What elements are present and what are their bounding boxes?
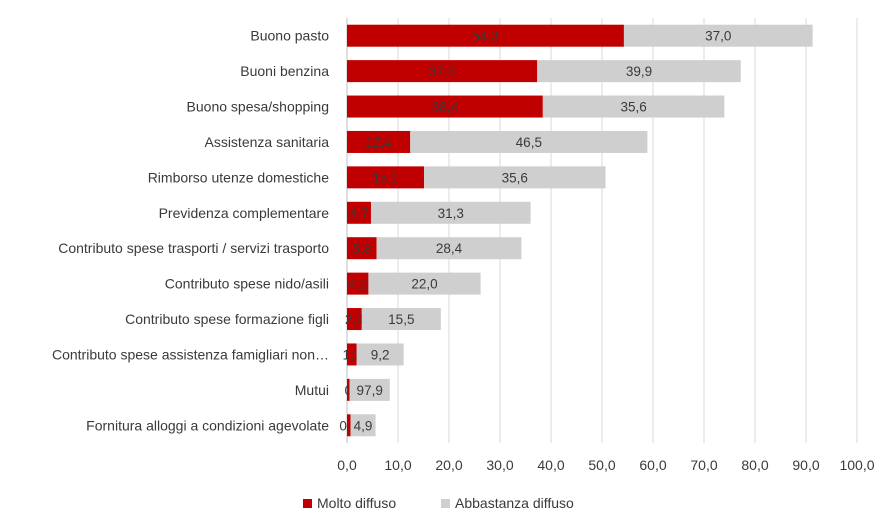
data-label: 35,6: [502, 170, 528, 185]
data-label: 28,4: [436, 241, 463, 256]
data-label: 15,1: [372, 170, 398, 185]
bar-molto-diffuso: [347, 378, 350, 401]
data-label: 37,3: [429, 64, 455, 79]
category-label: Rimborso utenze domestiche: [148, 169, 330, 185]
data-label: 46,5: [516, 135, 542, 150]
category-label: Assistenza sanitaria: [204, 134, 329, 150]
x-axis-ticks: 0,0 10,0 20,0 30,0 40,0 50,0 60,0 70,0 80,0 90,0 1…: [337, 457, 874, 473]
data-label: 38,4: [432, 100, 459, 115]
category-label: Contributo spese assistenza famigliari n…: [52, 346, 329, 362]
bar-abbastanza-diffuso: [350, 414, 376, 437]
x-tick-label: 70,0: [690, 457, 717, 473]
x-tick-label: 10,0: [384, 457, 411, 473]
bar-molto-diffuso: [347, 60, 538, 83]
category-label: Fornitura alloggi a condizioni agevolate: [86, 417, 329, 433]
x-tick-label: 40,0: [537, 457, 564, 473]
x-tick-label: 50,0: [588, 457, 615, 473]
data-label: 4,9: [354, 418, 373, 433]
x-tick-label: 90,0: [792, 457, 819, 473]
data-label: 9,2: [371, 347, 390, 362]
data-label: 39,9: [626, 64, 652, 79]
bar-abbastanza-diffuso: [368, 272, 481, 295]
bar-molto-diffuso: [347, 201, 371, 224]
x-tick-label: 20,0: [435, 457, 462, 473]
bar-abbastanza-diffuso: [410, 130, 648, 153]
category-labels: Buono pasto Buoni benzina Buono spesa/shop…: [52, 28, 329, 434]
bar-molto-diffuso: [347, 414, 351, 437]
legend-label-abbastanza-diffuso: Abbastanza diffuso: [455, 495, 574, 511]
x-tick-label: 80,0: [741, 457, 768, 473]
legend-swatch-abbastanza-diffuso: [441, 499, 450, 508]
bar-abbastanza-diffuso: [356, 343, 404, 366]
category-label: Buono spesa/shopping: [187, 99, 329, 115]
data-label: 4,2: [348, 277, 367, 292]
bars: 54,3 37,0 37,3 39,9 38,4 35,6 12,4 46,5 15,1 35,6…: [339, 24, 813, 437]
category-label: Contributo spese trasporti / servizi tra…: [58, 240, 329, 256]
data-label: 0: [345, 383, 353, 398]
bar-molto-diffuso: [347, 24, 624, 47]
data-label: 37,0: [705, 29, 731, 44]
bar-molto-diffuso: [347, 166, 425, 189]
data-label: 2,9: [345, 312, 364, 327]
bar-molto-diffuso: [347, 343, 357, 366]
bar-molto-diffuso: [347, 237, 377, 260]
bar-molto-diffuso: [347, 308, 362, 331]
legend: Molto diffuso Abbastanza diffuso: [303, 495, 574, 511]
category-label: Previdenza complementare: [159, 205, 330, 221]
data-label: 31,3: [438, 206, 464, 221]
data-label: 12,4: [365, 135, 392, 150]
bar-abbastanza-diffuso: [424, 166, 606, 189]
data-label: 35,6: [620, 100, 646, 115]
bar-abbastanza-diffuso: [370, 201, 531, 224]
data-label: 1,9: [342, 347, 361, 362]
x-tick-label: 60,0: [639, 457, 666, 473]
data-label: 22,0: [411, 277, 437, 292]
category-label: Mutui: [295, 382, 329, 398]
bar-molto-diffuso: [347, 272, 369, 295]
bar-molto-diffuso: [347, 130, 411, 153]
data-label: 4,7: [350, 206, 369, 221]
data-label: 15,5: [388, 312, 414, 327]
category-label: Buoni benzina: [240, 63, 329, 79]
bar-abbastanza-diffuso: [542, 95, 725, 118]
data-label: 5,8: [352, 241, 371, 256]
bar-abbastanza-diffuso: [376, 237, 522, 260]
bar-abbastanza-diffuso: [361, 308, 441, 331]
x-tick-label: 30,0: [486, 457, 513, 473]
data-label: 54,3: [472, 29, 498, 44]
grid: [346, 18, 858, 443]
x-tick-label: 0,0: [337, 457, 357, 473]
bar-abbastanza-diffuso: [537, 60, 741, 83]
data-label: 97,9: [357, 383, 383, 398]
category-label: Buono pasto: [250, 28, 329, 44]
legend-label-molto-diffuso: Molto diffuso: [317, 495, 396, 511]
category-label: Contributo spese formazione figli: [125, 311, 329, 327]
category-label: Contributo spese nido/asili: [165, 276, 329, 292]
x-tick-label: 100,0: [839, 457, 874, 473]
bar-abbastanza-diffuso: [623, 24, 813, 47]
legend-swatch-molto-diffuso: [303, 499, 312, 508]
bar-molto-diffuso: [347, 95, 543, 118]
bar-abbastanza-diffuso: [349, 378, 390, 401]
